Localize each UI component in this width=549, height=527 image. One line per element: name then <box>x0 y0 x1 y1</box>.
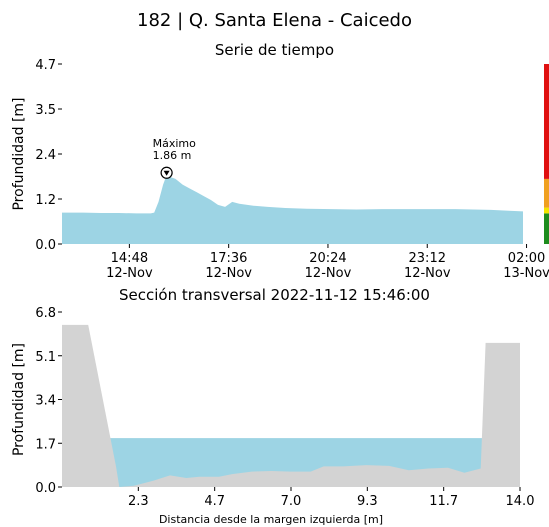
y-tick-label: 2.4 <box>35 148 56 163</box>
y-tick-label: 3.5 <box>35 103 56 118</box>
threshold-segment <box>544 178 549 208</box>
x-tick-label: 14.0 <box>506 494 535 509</box>
x-tick-label: 4.7 <box>204 494 225 509</box>
y-axis-label: Profundidad [m] <box>11 343 27 456</box>
x-tick-date: 13-Nov <box>503 266 549 280</box>
x-tick-label: 7.0 <box>281 494 302 509</box>
x-tick-label: 02:00 <box>508 251 545 266</box>
x-tick-date: 12-Nov <box>305 266 352 280</box>
threshold-segment <box>544 213 549 244</box>
cross-section-title: Sección transversal 2022-11-12 15:46:00 <box>119 286 430 304</box>
threshold-segment <box>544 64 549 179</box>
x-axis-label: Distancia desde la margen izquierda [m] <box>159 513 383 526</box>
x-tick-label: 23:12 <box>409 251 446 266</box>
timeseries-title: Serie de tiempo <box>214 41 335 59</box>
y-tick-label: 0.0 <box>35 238 56 253</box>
y-tick-label: 4.7 <box>35 58 56 73</box>
x-tick-date: 12-Nov <box>404 266 451 280</box>
y-tick-label: 6.8 <box>35 306 56 321</box>
chart-title: 182 | Q. Santa Elena - Caicedo <box>137 10 412 31</box>
max-label: Máximo <box>153 137 197 150</box>
x-tick-label: 9.3 <box>357 494 378 509</box>
y-tick-label: 1.7 <box>35 437 56 452</box>
threshold-segment <box>544 207 549 214</box>
channel-bed <box>62 324 520 487</box>
max-marker-arrow <box>163 170 170 176</box>
x-tick-date: 12-Nov <box>205 266 252 280</box>
depth-area <box>62 175 523 244</box>
y-axis-label: Profundidad [m] <box>11 97 27 210</box>
x-tick-date: 12-Nov <box>106 266 153 280</box>
x-tick-label: 11.7 <box>429 494 458 509</box>
y-tick-label: 5.1 <box>35 350 56 365</box>
x-tick-label: 20:24 <box>309 251 346 266</box>
y-tick-label: 3.4 <box>35 394 56 409</box>
x-tick-label: 17:36 <box>210 251 247 266</box>
x-tick-label: 14:48 <box>111 251 148 266</box>
max-value: 1.86 m <box>153 149 192 162</box>
x-tick-label: 2.3 <box>128 494 149 509</box>
y-tick-label: 1.2 <box>35 193 56 208</box>
y-tick-label: 0.0 <box>35 481 56 496</box>
